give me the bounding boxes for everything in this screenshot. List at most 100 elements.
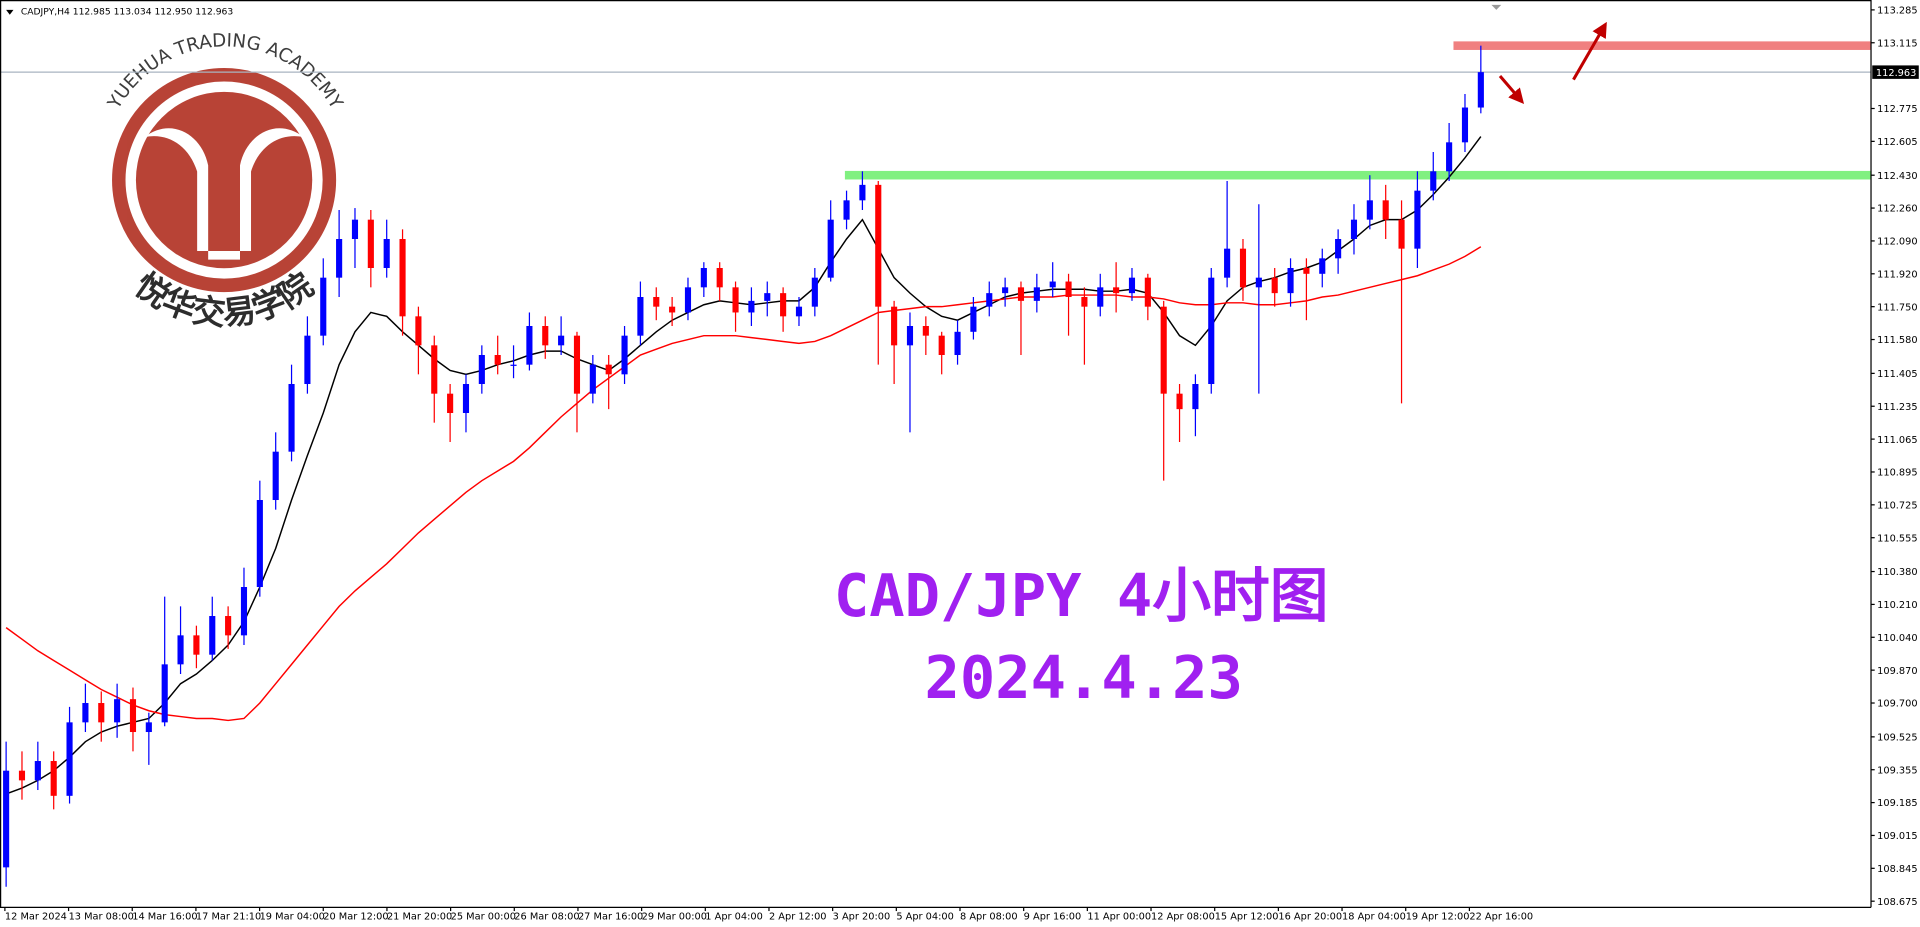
x-tick-label: 14 Mar 16:00 — [132, 912, 197, 923]
candle-body — [1113, 287, 1120, 294]
candle-body — [1366, 200, 1373, 220]
candle-body — [50, 761, 57, 796]
x-tick-label: 26 Mar 08:00 — [514, 912, 579, 923]
x-tick-label: 2 Apr 12:00 — [769, 912, 827, 923]
candle-body — [399, 238, 406, 317]
x-tick-label: 29 Mar 00:00 — [642, 912, 707, 923]
candle-body — [827, 219, 834, 278]
y-tick-label: 112.090 — [1877, 237, 1917, 248]
y-tick-label: 113.285 — [1877, 6, 1917, 17]
candle-body — [716, 268, 723, 288]
candle-body — [288, 384, 295, 452]
x-tick-label: 15 Apr 12:00 — [1215, 912, 1279, 923]
candle-body — [1398, 219, 1405, 249]
candle-body — [1049, 281, 1056, 288]
x-tick-label: 9 Apr 16:00 — [1024, 912, 1082, 923]
y-tick-label: 110.040 — [1877, 633, 1917, 644]
y-tick-label: 111.750 — [1877, 302, 1917, 313]
candle-body — [843, 200, 850, 220]
candle-body — [526, 326, 533, 365]
candle-body — [415, 316, 422, 346]
candle-body — [1224, 248, 1231, 278]
price-level — [1453, 41, 1872, 50]
x-tick-label: 3 Apr 20:00 — [833, 912, 891, 923]
candle-body — [795, 306, 803, 317]
arrow-up — [1572, 21, 1607, 81]
y-tick-label: 112.605 — [1877, 137, 1917, 148]
candle-body — [1414, 190, 1421, 249]
candle-body — [304, 335, 311, 385]
candle-body — [1176, 393, 1183, 410]
candle-body — [875, 184, 882, 307]
y-tick-label: 110.210 — [1877, 600, 1917, 611]
candle-body — [938, 335, 945, 356]
x-tick-label: 18 Apr 04:00 — [1342, 912, 1406, 923]
price-level — [844, 170, 1872, 180]
x-tick-label: 16 Apr 20:00 — [1278, 912, 1342, 923]
candle-body — [986, 293, 993, 307]
y-tick-label: 113.115 — [1877, 38, 1917, 49]
candle-body — [383, 238, 390, 269]
candle-body — [1128, 277, 1136, 294]
x-tick-label: 11 Apr 00:00 — [1087, 912, 1151, 923]
x-tick-label: 17 Mar 21:10 — [196, 912, 261, 923]
candle-body — [447, 393, 454, 414]
candle-body — [954, 331, 961, 356]
x-tick-label: 8 Apr 08:00 — [960, 912, 1018, 923]
last-price-label: 112.963 — [1876, 68, 1916, 79]
y-tick-label: 111.405 — [1877, 369, 1917, 380]
x-tick-label: 12 Apr 08:00 — [1151, 912, 1215, 923]
candle-body — [177, 635, 184, 665]
candle-body — [320, 277, 327, 336]
candle-body — [891, 306, 898, 346]
candle-body — [161, 664, 168, 723]
candle-body — [225, 616, 232, 636]
candle-body — [1430, 171, 1437, 191]
y-tick-label: 110.380 — [1877, 567, 1917, 578]
arrow-down — [1498, 74, 1525, 104]
y-tick-label: 110.555 — [1877, 533, 1917, 544]
shift-marker — [1491, 4, 1502, 10]
moving-average — [5, 136, 1482, 795]
candle-body — [1002, 287, 1009, 294]
y-tick-label: 109.525 — [1877, 733, 1917, 744]
moving-average — [5, 246, 1482, 722]
logo-ring — [112, 67, 337, 293]
candle-body — [367, 219, 374, 269]
candle-body — [1287, 268, 1294, 294]
candle-body — [478, 355, 485, 385]
candle-body — [1239, 248, 1247, 288]
candle-body — [573, 335, 581, 394]
candle-body — [1192, 384, 1199, 410]
y-tick-label: 108.675 — [1877, 897, 1917, 908]
y-tick-label: 111.580 — [1877, 335, 1917, 346]
candle-body — [780, 293, 787, 317]
candle-body — [605, 364, 612, 375]
x-tick-label: 27 Mar 16:00 — [578, 912, 643, 923]
candle-body — [431, 345, 438, 394]
y-tick-label: 108.845 — [1877, 864, 1917, 875]
candle-body — [240, 587, 248, 636]
candle-body — [1017, 287, 1025, 301]
candle-body — [669, 306, 676, 313]
y-tick-label: 111.065 — [1877, 435, 1917, 446]
x-tick-label: 5 Apr 04:00 — [896, 912, 954, 923]
candle-body — [764, 293, 771, 301]
candle-body — [542, 326, 549, 346]
logo: YUEHUA TRADING ACADEMY 悦华交易学院 — [104, 30, 347, 333]
candle-body — [1160, 306, 1167, 394]
candle-body — [114, 699, 121, 723]
candle-body — [34, 761, 41, 781]
x-tick-label: 19 Mar 04:00 — [260, 912, 325, 923]
y-tick-label: 111.920 — [1877, 269, 1917, 280]
y-tick-label: 110.895 — [1877, 468, 1917, 479]
y-tick-label: 109.355 — [1877, 765, 1917, 776]
candle-body — [684, 287, 692, 313]
candle-body — [1303, 268, 1310, 274]
y-tick-label: 110.725 — [1877, 501, 1917, 512]
candle-body — [1255, 277, 1262, 288]
plot-area — [0, 41, 1872, 887]
x-tick-label: 1 Apr 04:00 — [705, 912, 763, 923]
candle-body — [748, 300, 755, 313]
